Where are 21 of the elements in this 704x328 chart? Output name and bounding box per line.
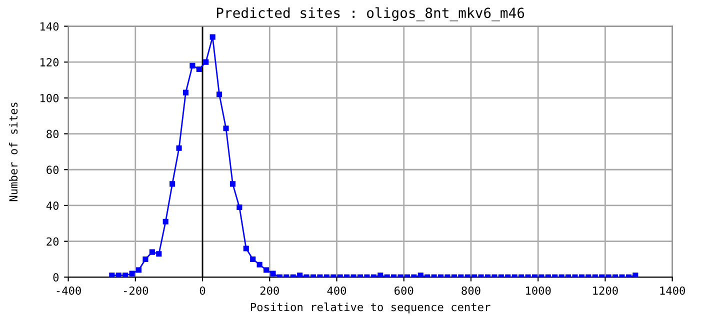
y-tick-label: 80 (46, 130, 59, 138)
x-tick-label: -200 (124, 286, 148, 295)
x-tick-label: 0 (200, 286, 206, 295)
x-tick-label: 1400 (660, 286, 685, 295)
y-axis-title: Number of sites (8, 102, 18, 202)
chart-title: Predicted sites : oligos_8nt_mkv6_m46 (216, 7, 524, 22)
y-tick-label: 20 (46, 237, 59, 246)
y-tick-label: 100 (40, 94, 59, 102)
x-tick-label: 200 (260, 286, 279, 295)
y-tick-label: 140 (40, 22, 59, 31)
y-tick-label: 120 (40, 58, 59, 66)
x-tick-label: 400 (327, 286, 346, 295)
x-tick-label: 600 (394, 286, 414, 295)
x-tick-label: 1200 (593, 286, 618, 295)
x-axis-title: Position relative to sequence center (250, 302, 490, 314)
y-tick-label: 40 (46, 201, 59, 210)
x-tick-label: 1000 (526, 286, 551, 295)
y-tick-label: 60 (46, 166, 59, 174)
y-tick-label: 0 (53, 273, 59, 282)
x-tick-label: 800 (462, 286, 480, 295)
x-tick-label: -400 (56, 286, 81, 295)
